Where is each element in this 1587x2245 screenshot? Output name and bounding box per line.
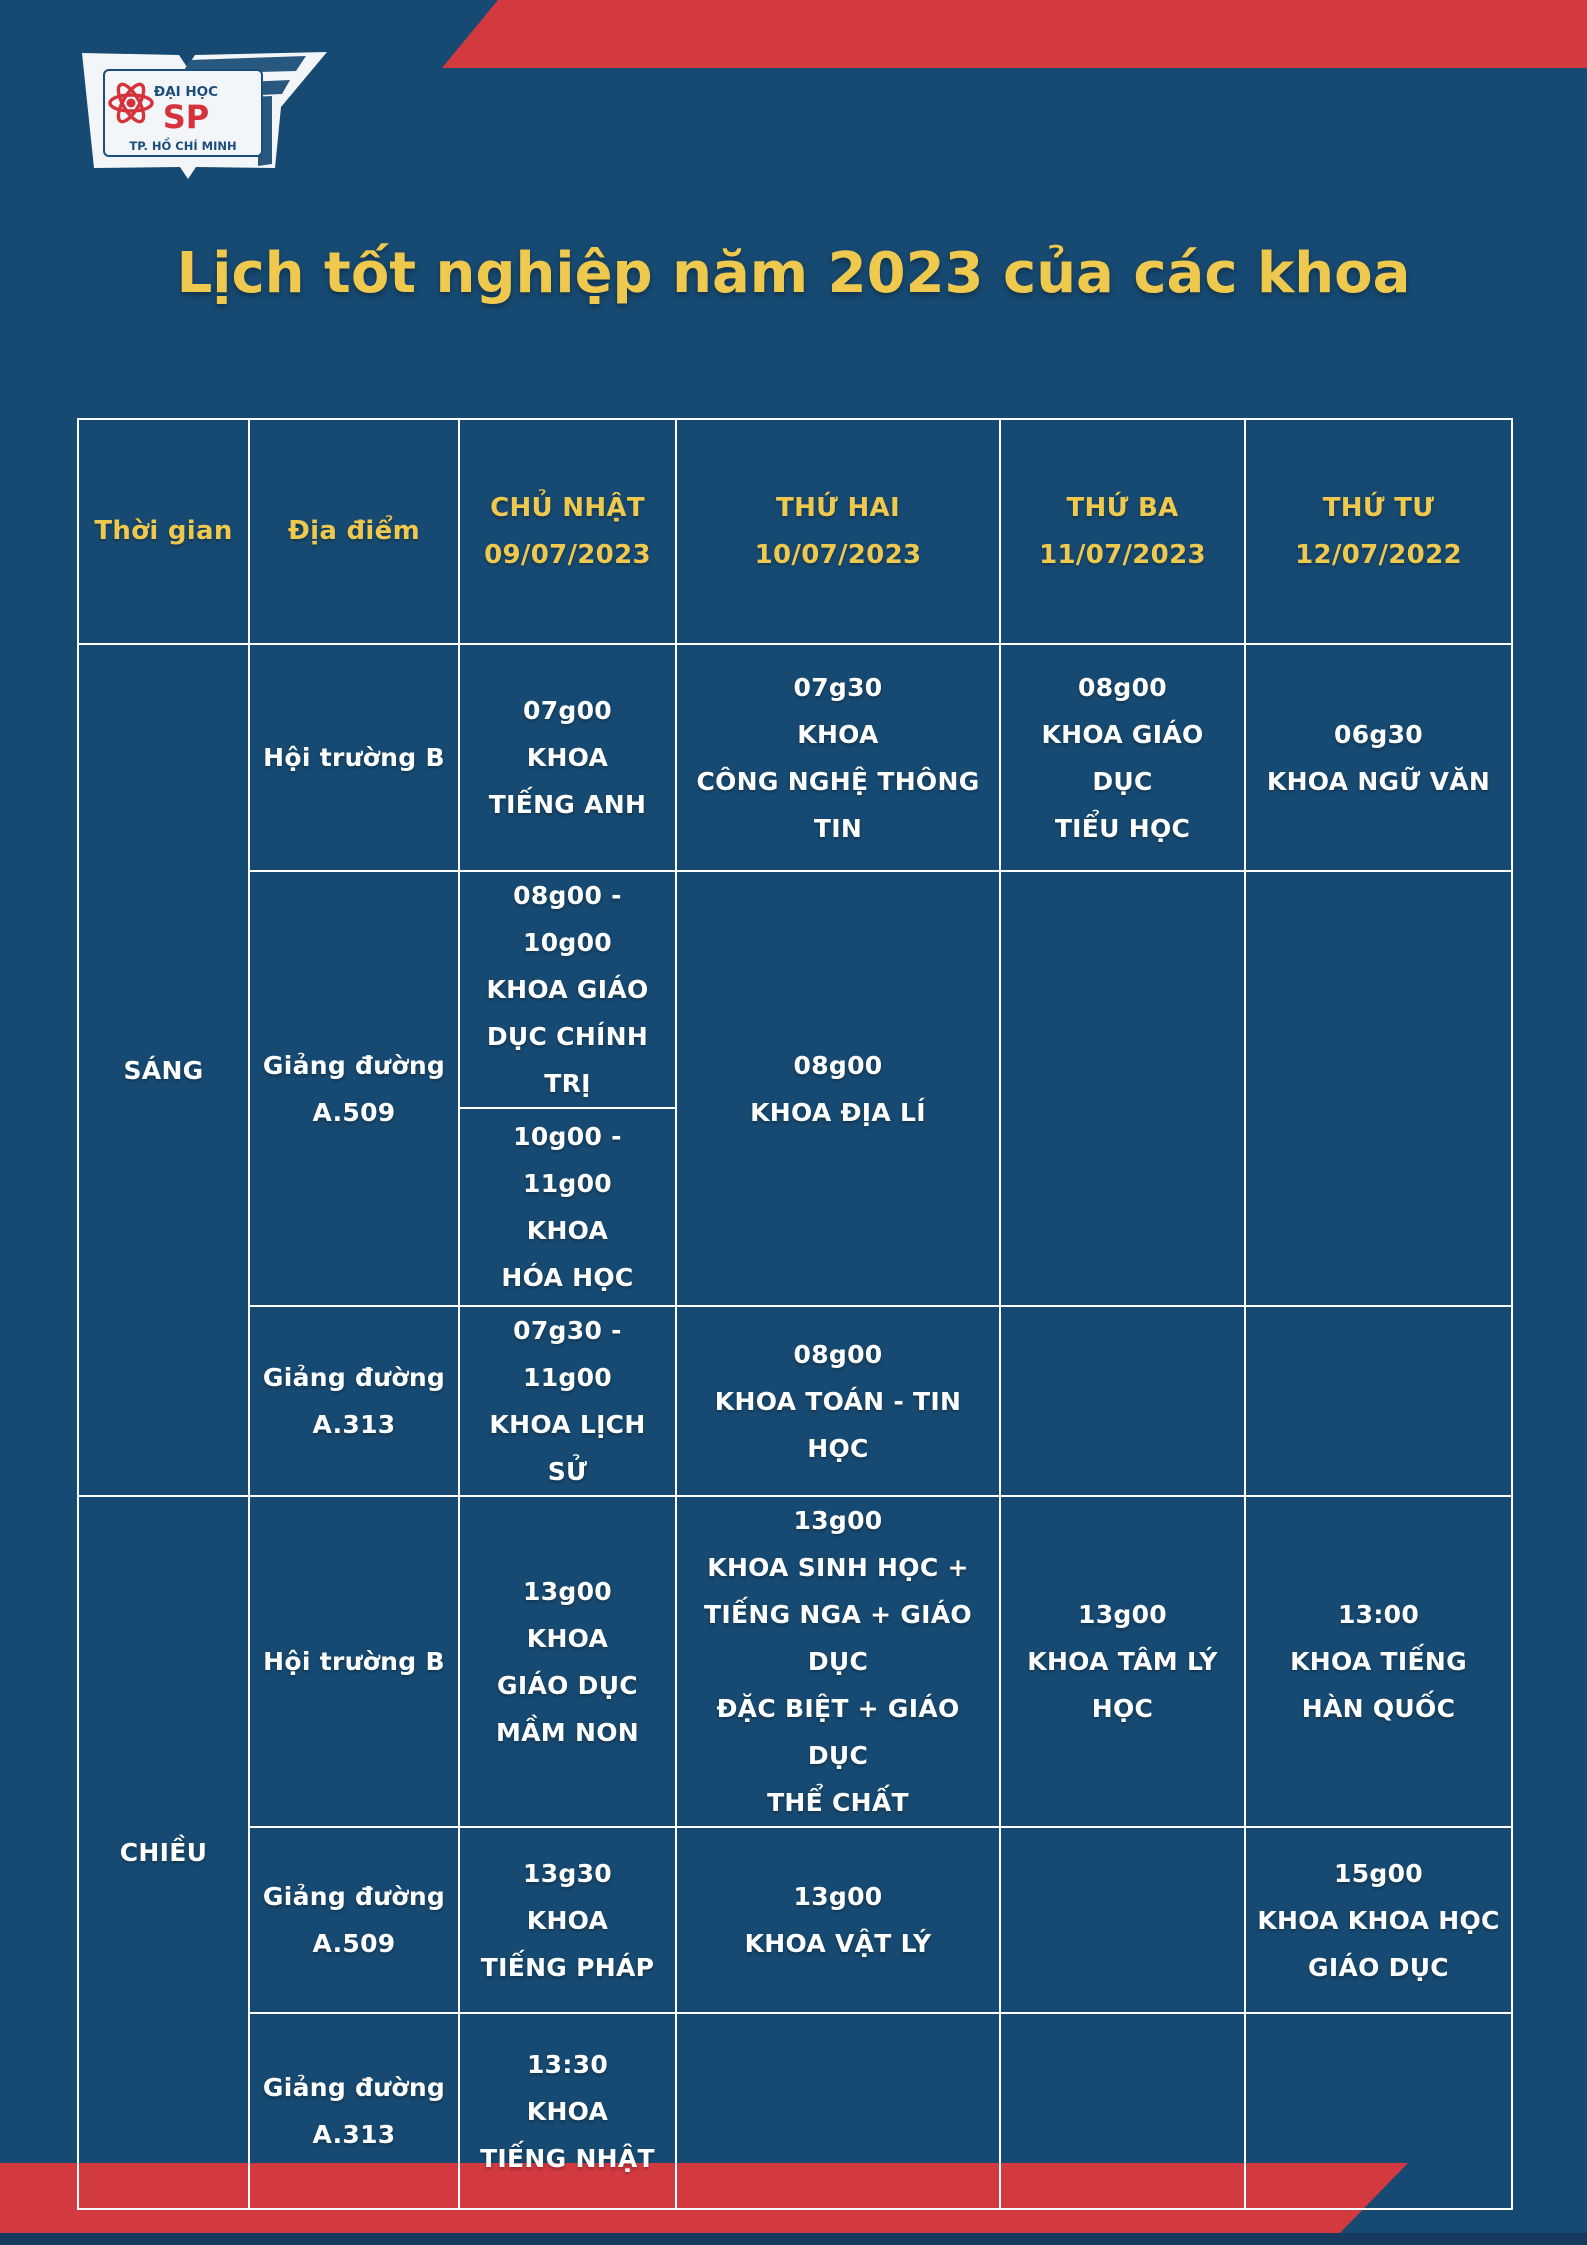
logo-text-dai-hoc: ĐẠI HỌC [154,84,218,100]
cell-afternoon-wednesday-hall-b: 13:00 KHOA TIẾNG HÀN QUỐC [1244,1495,1513,1828]
location-hall-b-afternoon: Hội trường B [248,1495,460,1828]
cell-afternoon-monday-hall-b: 13g00 KHOA SINH HỌC + TIẾNG NGA + GIÁO D… [675,1495,1001,1828]
session-label-afternoon: CHIỀU [77,1495,250,2210]
atom-icon [108,82,154,124]
cell-afternoon-tuesday-a313-empty [999,2012,1246,2210]
col-header-wednesday: THỨ TƯ 12/07/2022 [1244,418,1513,645]
cell-morning-wednesday-hall-b: 06g30 KHOA NGỮ VĂN [1244,643,1513,872]
row-afternoon-a509: Giảng đường A.509 13g30 KHOA TIẾNG PHÁP … [78,1826,1513,2014]
col-header-sunday: CHỦ NHẬT 09/07/2023 [458,418,677,645]
cell-morning-sunday-hall-b: 07g00 KHOA TIẾNG ANH [458,643,677,872]
top-red-band [442,0,1587,68]
cell-morning-sunday-a509-slot1: 08g00 - 10g00 KHOA GIÁO DỤC CHÍNH TRỊ [458,870,677,1109]
university-logo: ĐẠI HỌC SP TP. HỒ CHÍ MINH [82,52,327,179]
cell-afternoon-tuesday-hall-b: 13g00 KHOA TÂM LÝ HỌC [999,1495,1246,1828]
col-header-monday: THỨ HAI 10/07/2023 [675,418,1001,645]
col-header-place: Địa điểm [248,418,460,645]
row-morning-a509-slot2: 10g00 - 11g00 KHOA HÓA HỌC [78,1107,1512,1307]
row-afternoon-a313: Giảng đường A.313 13:30 KHOA TIẾNG NHẬT [78,2012,1513,2210]
row-morning-a509-slot1: Giảng đường A.509 08g00 - 10g00 KHOA GIÁ… [78,870,1513,1307]
header-row: Thời gian Địa điểm CHỦ NHẬT 09/07/2023 T… [77,418,1513,645]
cell-morning-monday-a313: 08g00 KHOA TOÁN - TIN HỌC [675,1305,1001,1497]
logo-text-sp: SP [163,98,210,136]
row-morning-hall-b: SÁNG Hội trường B 07g00 KHOA TIẾNG ANH 0… [77,643,1513,1497]
cell-afternoon-monday-a313-empty [675,2012,1001,2210]
location-a313-afternoon: Giảng đường A.313 [248,2012,460,2210]
cell-morning-wednesday-a313-empty [1244,1305,1513,1497]
bottom-navy-strip [0,2233,1587,2245]
page-title: Lịch tốt nghiệp năm 2023 của các khoa [176,241,1411,306]
cell-afternoon-wednesday-a313-empty [1244,2012,1513,2210]
row-afternoon-hall-b: CHIỀU Hội trường B 13g00 KHOA GIÁO DỤC M… [77,1495,1513,2210]
cell-morning-tuesday-a313-empty [999,1305,1246,1497]
cell-morning-monday-a509: 08g00 KHOA ĐỊA LÍ [675,870,1001,1307]
cell-morning-sunday-a509-slot2: 10g00 - 11g00 KHOA HÓA HỌC [458,1107,677,1307]
location-a313-morning: Giảng đường A.313 [248,1305,460,1497]
logo-text-city: TP. HỒ CHÍ MINH [129,136,236,153]
session-label-morning: SÁNG [77,643,250,1497]
cell-morning-monday-hall-b: 07g30 KHOA CÔNG NGHỆ THÔNG TIN [675,643,1001,872]
cell-morning-tuesday-hall-b: 08g00 KHOA GIÁO DỤC TIỂU HỌC [999,643,1246,872]
cell-morning-sunday-a313: 07g30 - 11g00 KHOA LỊCH SỬ [458,1305,677,1497]
cell-afternoon-tuesday-a509-empty [999,1826,1246,2014]
location-a509-afternoon: Giảng đường A.509 [248,1826,460,2014]
schedule-table: Thời gian Địa điểm CHỦ NHẬT 09/07/2023 T… [77,418,1513,2210]
cell-afternoon-sunday-hall-b: 13g00 KHOA GIÁO DỤC MẦM NON [458,1495,677,1828]
cell-afternoon-monday-a509: 13g00 KHOA VẬT LÝ [675,1826,1001,2014]
cell-afternoon-wednesday-a509: 15g00 KHOA KHOA HỌC GIÁO DỤC [1244,1826,1513,2014]
cell-morning-tuesday-a509-empty [999,870,1246,1307]
cell-afternoon-sunday-a313: 13:30 KHOA TIẾNG NHẬT [458,2012,677,2210]
row-morning-a313: Giảng đường A.313 07g30 - 11g00 KHOA LỊC… [78,1305,1513,1497]
location-hall-b-morning: Hội trường B [248,643,460,872]
col-header-time: Thời gian [77,418,250,645]
location-a509-morning: Giảng đường A.509 [248,870,460,1307]
cell-afternoon-sunday-a509: 13g30 KHOA TIẾNG PHÁP [458,1826,677,2014]
cell-morning-wednesday-a509-empty [1244,870,1513,1307]
col-header-tuesday: THỨ BA 11/07/2023 [999,418,1246,645]
